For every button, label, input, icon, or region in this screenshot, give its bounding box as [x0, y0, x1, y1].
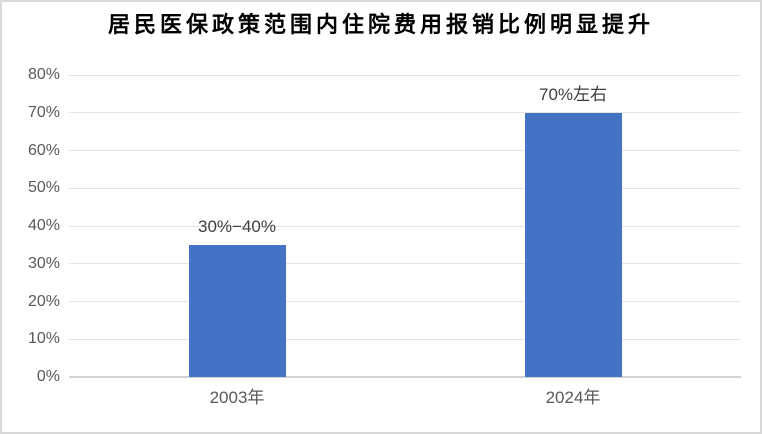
y-axis: 0% 10% 20% 30% 40% 50% 60% 70% 80%: [8, 2, 60, 432]
gridline: [69, 187, 741, 189]
bar-data-label: 70%左右: [538, 84, 608, 104]
y-axis-tick-label: 80%: [27, 66, 60, 83]
bar-2024年: [524, 112, 622, 377]
gridline: [69, 225, 741, 227]
y-axis-tick-label: 70%: [27, 103, 60, 121]
x-axis-line: [69, 376, 741, 378]
gridline: [69, 301, 741, 302]
y-axis-tick-label: 0%: [36, 368, 60, 385]
y-axis-tick-label: 50%: [27, 179, 60, 197]
gridline: [69, 263, 741, 265]
gridline: [69, 74, 741, 76]
gridline: [69, 112, 741, 114]
x-axis-category-label: 2003年: [209, 388, 265, 407]
bar-data-label: 30%−40%: [198, 216, 276, 236]
y-axis-tick-label: 20%: [27, 292, 60, 310]
gridline: [69, 338, 741, 340]
y-axis-tick-label: 10%: [27, 330, 60, 348]
plot-area: 30%−40% 2003年 70%左右 2024年: [69, 74, 741, 407]
chart-title: 居民医保政策范围内住院费用报销比例明显提升: [107, 12, 654, 37]
bar-2003年: [188, 244, 286, 377]
gridline: [69, 150, 741, 151]
y-axis-tick-label: 60%: [27, 141, 60, 159]
y-axis-tick-label: 40%: [27, 217, 60, 234]
x-axis-category-label: 2024年: [545, 388, 601, 407]
y-axis-tick-label: 30%: [27, 254, 60, 272]
